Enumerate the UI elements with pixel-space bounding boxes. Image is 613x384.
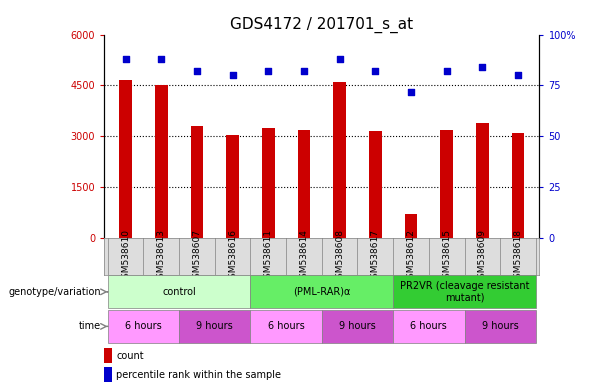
Text: GSM538613: GSM538613: [157, 229, 166, 284]
Bar: [104, 367, 112, 382]
Bar: [393, 310, 465, 343]
Bar: [441, 129, 453, 238]
Text: count: count: [116, 351, 144, 361]
Bar: [104, 348, 112, 363]
Title: GDS4172 / 201701_s_at: GDS4172 / 201701_s_at: [230, 17, 413, 33]
Bar: [322, 310, 393, 343]
Text: GSM538608: GSM538608: [335, 229, 344, 284]
Bar: [512, 133, 524, 238]
Bar: [262, 128, 275, 238]
Bar: [298, 129, 310, 238]
Text: GSM538615: GSM538615: [442, 229, 451, 284]
Point: [121, 56, 131, 62]
Text: (PML-RAR)α: (PML-RAR)α: [293, 287, 351, 297]
Point: [192, 68, 202, 74]
Bar: [155, 86, 167, 238]
Text: GSM538614: GSM538614: [300, 229, 308, 284]
Bar: [369, 131, 381, 238]
Text: GSM538611: GSM538611: [264, 229, 273, 284]
Point: [478, 64, 487, 70]
Text: PR2VR (cleavage resistant
mutant): PR2VR (cleavage resistant mutant): [400, 281, 529, 303]
Point: [228, 72, 238, 78]
Text: GSM538616: GSM538616: [228, 229, 237, 284]
Bar: [405, 214, 417, 238]
Bar: [476, 123, 489, 238]
Text: control: control: [162, 287, 196, 297]
Text: time: time: [79, 321, 101, 331]
Text: 6 hours: 6 hours: [411, 321, 447, 331]
Bar: [108, 310, 179, 343]
Bar: [251, 275, 393, 308]
Bar: [333, 82, 346, 238]
Text: GSM538617: GSM538617: [371, 229, 380, 284]
Text: GSM538610: GSM538610: [121, 229, 130, 284]
Point: [370, 68, 380, 74]
Bar: [120, 80, 132, 238]
Point: [442, 68, 452, 74]
Point: [264, 68, 273, 74]
Text: GSM538609: GSM538609: [478, 229, 487, 284]
Text: GSM538618: GSM538618: [514, 229, 522, 284]
Text: 9 hours: 9 hours: [196, 321, 233, 331]
Text: percentile rank within the sample: percentile rank within the sample: [116, 370, 281, 380]
Point: [406, 88, 416, 94]
Bar: [179, 310, 251, 343]
Bar: [191, 126, 203, 238]
Point: [156, 56, 166, 62]
Point: [513, 72, 523, 78]
Point: [335, 56, 345, 62]
Text: 6 hours: 6 hours: [268, 321, 305, 331]
Bar: [226, 135, 239, 238]
Bar: [393, 275, 536, 308]
Text: GSM538612: GSM538612: [406, 229, 416, 284]
Text: 6 hours: 6 hours: [125, 321, 162, 331]
Text: 9 hours: 9 hours: [482, 321, 519, 331]
Bar: [251, 310, 322, 343]
Text: 9 hours: 9 hours: [339, 321, 376, 331]
Bar: [465, 310, 536, 343]
Text: GSM538607: GSM538607: [192, 229, 202, 284]
Text: genotype/variation: genotype/variation: [9, 287, 101, 297]
Bar: [108, 275, 251, 308]
Point: [299, 68, 309, 74]
